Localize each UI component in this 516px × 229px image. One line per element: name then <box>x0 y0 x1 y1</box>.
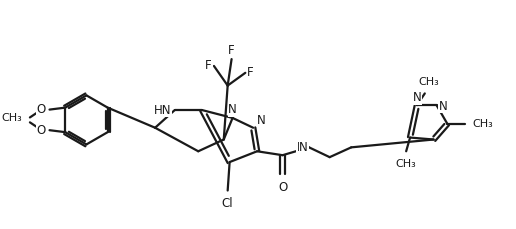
Text: N: N <box>439 100 447 113</box>
Text: O: O <box>36 103 45 116</box>
Text: N: N <box>299 141 308 154</box>
Text: F: F <box>247 66 254 79</box>
Text: N: N <box>413 91 422 104</box>
Text: F: F <box>228 44 235 57</box>
Text: CH₃: CH₃ <box>2 113 22 123</box>
Text: F: F <box>205 60 212 72</box>
Text: CH₃: CH₃ <box>473 119 494 129</box>
Text: N: N <box>228 103 237 116</box>
Text: H: H <box>296 141 305 154</box>
Text: HN: HN <box>154 104 172 117</box>
Text: N: N <box>257 114 266 127</box>
Text: CH₃: CH₃ <box>2 116 22 126</box>
Text: CH₃: CH₃ <box>396 159 416 169</box>
Text: O: O <box>36 124 45 137</box>
Text: O: O <box>278 181 287 194</box>
Text: Cl: Cl <box>222 197 233 210</box>
Text: CH₃: CH₃ <box>418 76 439 87</box>
